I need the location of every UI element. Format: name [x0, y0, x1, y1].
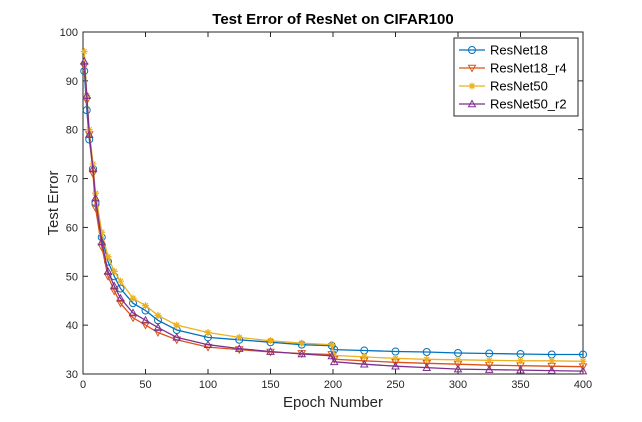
data-point	[109, 287, 119, 296]
legend-entry: ResNet50_r2	[459, 97, 567, 112]
legend-label: ResNet18	[490, 43, 548, 58]
data-point	[116, 299, 125, 308]
y-tick-label: 50	[66, 271, 78, 283]
data-point	[97, 237, 107, 246]
data-point	[266, 348, 275, 357]
data-point	[422, 363, 432, 371]
data-point	[266, 346, 275, 355]
data-point	[453, 364, 463, 373]
data-point	[109, 281, 119, 290]
data-point	[203, 340, 213, 348]
data-point	[579, 357, 587, 365]
legend-entry: ResNet18_r4	[459, 61, 567, 76]
data-point	[454, 356, 462, 364]
data-point	[548, 357, 556, 365]
data-point	[516, 365, 525, 374]
data-point	[578, 366, 588, 375]
x-axis-label: Epoch Number	[283, 394, 383, 411]
data-point	[91, 193, 100, 202]
legend-entry: ResNet50	[459, 79, 548, 94]
legend-entry: ResNet18	[459, 43, 548, 58]
data-point	[79, 56, 89, 65]
data-point	[235, 333, 243, 341]
data-point	[116, 293, 125, 302]
x-tick-label: 100	[199, 379, 217, 391]
data-point	[103, 266, 113, 275]
data-point	[423, 355, 431, 363]
data-point	[128, 314, 138, 323]
x-tick-label: 250	[386, 379, 404, 391]
data-point	[88, 164, 98, 173]
data-point	[467, 64, 477, 73]
data-point	[360, 353, 368, 361]
data-point	[142, 302, 149, 310]
data-point	[172, 332, 182, 341]
data-point	[485, 356, 493, 364]
data-point	[141, 315, 150, 324]
data-point	[329, 357, 339, 366]
data-point	[153, 329, 163, 338]
y-tick-label: 30	[66, 369, 78, 381]
data-point	[141, 321, 150, 330]
data-point	[328, 341, 336, 349]
data-point	[84, 130, 94, 138]
x-tick-label: 400	[574, 379, 592, 391]
legend-label: ResNet18_r4	[490, 61, 567, 76]
y-axis-label: Test Error	[45, 170, 62, 235]
legend-box	[453, 37, 579, 117]
data-point	[359, 359, 369, 368]
data-point	[547, 366, 557, 374]
x-tick-label: 300	[449, 379, 467, 391]
legend-label: ResNet50_r2	[490, 97, 567, 112]
series-ResNet50_r2	[79, 56, 588, 375]
legend-label: ResNet50	[490, 79, 548, 94]
y-tick-label: 60	[66, 222, 78, 234]
data-point	[204, 328, 212, 336]
data-point	[517, 357, 524, 365]
data-point	[298, 339, 306, 347]
x-tick-label: 350	[511, 379, 529, 391]
data-point	[82, 90, 92, 99]
x-tick-label: 50	[139, 379, 151, 391]
data-point	[267, 337, 274, 345]
x-tick-label: 200	[324, 379, 342, 391]
data-point	[80, 48, 88, 56]
data-point	[297, 349, 307, 358]
data-point	[104, 253, 112, 261]
x-axis: 0 50 100 150 200 250 300 350 400	[80, 32, 592, 391]
data-point	[234, 346, 244, 355]
y-tick-label: 70	[66, 174, 78, 186]
x-tick-label: 0	[80, 379, 86, 391]
y-tick-label: 100	[60, 27, 78, 39]
data-point	[128, 308, 138, 317]
chart-title: Test Error of ResNet on CIFAR100	[212, 11, 453, 28]
series-line	[83, 61, 584, 372]
data-point	[154, 311, 162, 319]
y-tick-label: 40	[66, 320, 78, 332]
data-point	[422, 348, 431, 357]
data-point	[391, 361, 400, 370]
data-point	[484, 365, 494, 373]
legend: ResNet18 ResNet18_r4 ResNet50 ResNet50_r2	[453, 37, 579, 117]
x-tick-label: 150	[261, 379, 279, 391]
data-point	[330, 351, 338, 359]
series-layer	[79, 48, 588, 375]
y-tick-label: 80	[66, 125, 78, 137]
data-point	[468, 82, 476, 90]
data-point	[327, 351, 337, 360]
data-point	[392, 354, 399, 362]
data-point	[129, 294, 137, 302]
data-point	[234, 344, 244, 352]
data-point	[117, 277, 124, 285]
y-axis: 30 40 50 60 70 80 90 100	[60, 27, 583, 381]
data-point	[173, 321, 181, 329]
data-point	[468, 46, 476, 54]
data-point	[467, 99, 477, 108]
data-point	[153, 323, 163, 331]
data-point	[98, 228, 106, 236]
y-tick-label: 90	[66, 76, 78, 88]
data-point	[110, 267, 118, 275]
